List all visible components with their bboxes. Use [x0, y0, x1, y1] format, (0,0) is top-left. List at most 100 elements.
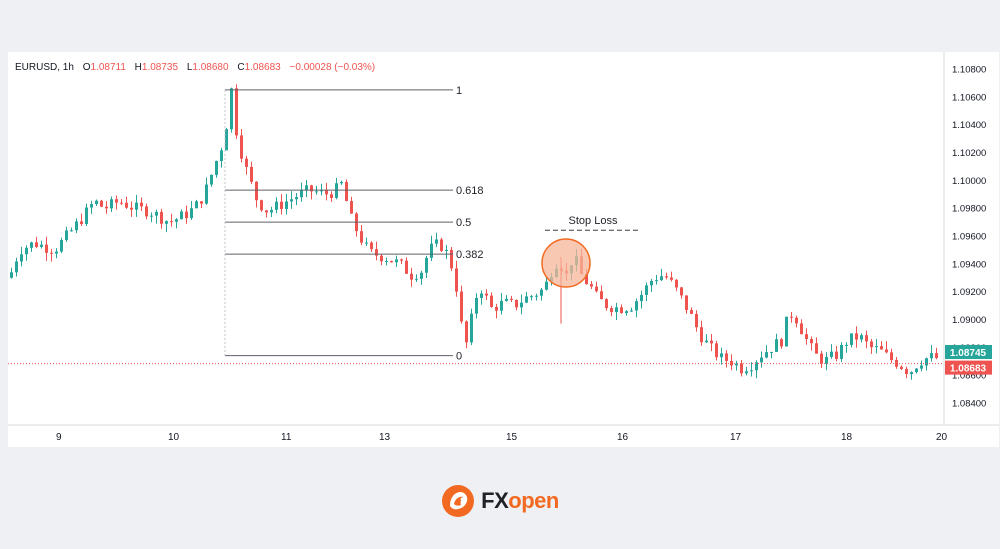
candle-body: [925, 358, 928, 366]
candle-body: [700, 327, 703, 343]
open-value: 1.08711: [90, 62, 126, 73]
candle-body: [100, 200, 103, 207]
candle-body: [165, 221, 168, 224]
time-axis[interactable]: 9 10 11 13 15 16 17 18 20: [56, 432, 948, 443]
candle-body: [920, 365, 923, 369]
time-tick-label: 16: [617, 432, 629, 443]
candle-body: [270, 209, 273, 213]
candle-body: [645, 285, 648, 295]
candle-body: [530, 296, 533, 298]
candle-body: [350, 201, 353, 214]
candle-body: [55, 251, 58, 254]
candle-body: [740, 363, 743, 374]
chart-card: 1 0.618 0.5 0.382 0 Stop Loss 1.10800 1.10600…: [8, 52, 999, 447]
candle-body: [495, 306, 498, 311]
candle-body: [675, 279, 678, 288]
fibonacci-retracement[interactable]: 1 0.618 0.5 0.382 0: [224, 85, 484, 363]
candle-body: [230, 88, 233, 130]
candle-body: [650, 280, 653, 286]
candle-body: [390, 260, 393, 263]
candle-body: [190, 208, 193, 219]
candle-body: [680, 287, 683, 296]
candle-body: [515, 299, 518, 308]
candle-body: [525, 296, 528, 303]
candle-body: [865, 335, 868, 342]
timeframe-label: 1h: [63, 62, 74, 73]
candle-body: [450, 249, 453, 269]
candle-body: [435, 239, 438, 244]
candle-body: [635, 301, 638, 311]
candle-body: [95, 200, 98, 205]
candle-body: [460, 291, 463, 322]
candle-body: [415, 278, 418, 280]
candle-body: [125, 202, 128, 208]
candle-body: [880, 346, 883, 350]
price-tick-label: 1.09600: [952, 232, 986, 243]
price-tick-label: 1.10200: [952, 148, 986, 159]
candle-body: [400, 259, 403, 261]
time-tick-label: 15: [506, 432, 518, 443]
candle-body: [315, 191, 318, 193]
fib-level-label: 0.382: [456, 249, 484, 261]
candle-body: [105, 206, 108, 209]
candle-body: [50, 252, 53, 254]
candle-body: [905, 368, 908, 375]
low-value: 1.08680: [192, 62, 229, 73]
price-tick-label: 1.10400: [952, 120, 986, 131]
price-tick-label: 1.10600: [952, 92, 986, 103]
candle-body: [935, 353, 938, 359]
candle-body: [200, 201, 203, 204]
candle-body: [425, 257, 428, 273]
candle-body: [405, 260, 408, 274]
candle-body: [695, 313, 698, 328]
candle-body: [540, 289, 543, 296]
candle-body: [265, 210, 268, 213]
candle-body: [235, 88, 238, 136]
candle-body: [750, 370, 753, 372]
candle-body: [480, 293, 483, 298]
candle-body: [45, 244, 48, 253]
candle-body: [610, 308, 613, 313]
fxopen-logo[interactable]: FXopen: [441, 484, 559, 518]
candle-body: [395, 259, 398, 263]
candle-body: [860, 335, 863, 340]
candle-body: [160, 211, 163, 224]
candle-body: [370, 242, 373, 250]
candle-body: [410, 273, 413, 280]
candle-body: [500, 300, 503, 311]
candle-body: [35, 242, 38, 247]
price-tick-label: 1.09200: [952, 287, 986, 298]
candle-body: [210, 174, 213, 185]
candle-body: [690, 310, 693, 314]
candle-body: [810, 339, 813, 344]
candle-body: [285, 201, 288, 210]
candle-body: [735, 363, 738, 366]
candle-body: [795, 317, 798, 324]
candle-body: [665, 276, 668, 278]
candle-body: [330, 194, 333, 198]
candle-body: [855, 333, 858, 340]
candle-body: [420, 272, 423, 279]
price-tick-label: 1.09000: [952, 315, 986, 326]
candle-body: [205, 184, 208, 204]
ohlc-legend: EURUSD, 1h O1.08711 H1.08735 L1.08680 C1…: [15, 62, 375, 73]
price-tick-label: 1.08400: [952, 399, 986, 410]
candle-body: [660, 276, 663, 281]
stop-loss-label: Stop Loss: [569, 215, 618, 227]
time-tick-label: 10: [168, 432, 180, 443]
footer: FXopen: [0, 452, 1000, 549]
stop-loss-marker[interactable]: Stop Loss: [545, 215, 641, 231]
candle-body: [845, 344, 848, 346]
candle-body: [825, 356, 828, 364]
candle-body: [835, 351, 838, 359]
candle-body: [290, 199, 293, 202]
candle-body: [155, 211, 158, 216]
price-badge-upper: 1.08745: [945, 344, 992, 359]
candle-body: [60, 239, 63, 252]
chart-svg: 1 0.618 0.5 0.382 0 Stop Loss 1.10800 1.10600…: [8, 52, 999, 443]
candle-body: [120, 202, 123, 204]
candles-layer: [10, 84, 938, 380]
candle-body: [175, 219, 178, 222]
candle-body: [75, 221, 78, 231]
candle-body: [15, 261, 18, 273]
